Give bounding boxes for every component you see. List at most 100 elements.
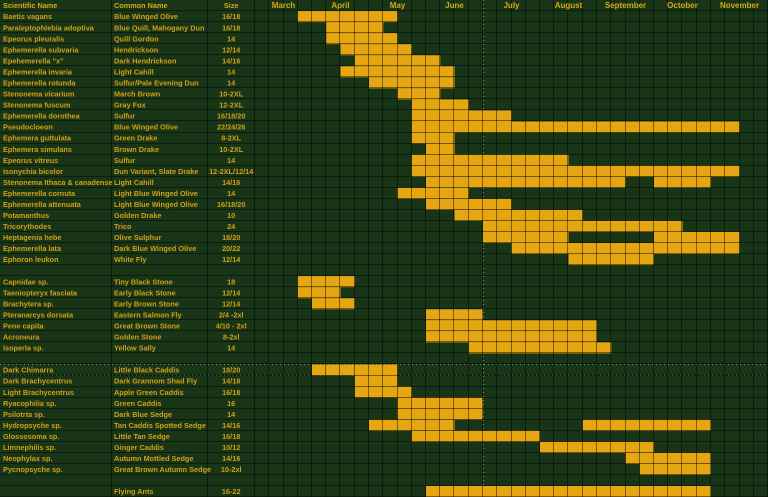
svg-text:Brachytera sp.: Brachytera sp. [3,299,54,308]
svg-text:Dark Blue Sedge: Dark Blue Sedge [114,410,172,419]
svg-text:Great Brown Autumn Sedge: Great Brown Autumn Sedge [114,465,211,474]
svg-text:Ephemerella rotunda: Ephemerella rotunda [3,79,77,88]
svg-text:16/18: 16/18 [222,388,240,397]
svg-text:March: March [272,1,296,10]
svg-text:Ephemera guttulata: Ephemera guttulata [3,134,72,143]
svg-text:Tricorythodes: Tricorythodes [3,222,51,231]
svg-text:Trico: Trico [114,222,132,231]
svg-text:Pene capita: Pene capita [3,322,44,331]
svg-text:Baetis vagans: Baetis vagans [3,12,52,21]
svg-text:Limnephilis sp.: Limnephilis sp. [3,443,56,452]
svg-text:Quill Gordon: Quill Gordon [114,34,159,43]
svg-text:10-2XL: 10-2XL [219,90,243,99]
svg-text:Ephemera simulans: Ephemera simulans [3,145,72,154]
svg-text:16/18: 16/18 [222,23,240,32]
svg-text:Dark Chimarra: Dark Chimarra [3,366,54,375]
svg-text:Golden Stone: Golden Stone [114,333,161,342]
svg-text:10: 10 [227,211,235,220]
svg-text:Blue Winged Olive: Blue Winged Olive [114,12,178,21]
svg-text:12/14: 12/14 [222,45,241,54]
svg-text:White Fly: White Fly [114,255,147,264]
svg-text:14: 14 [227,189,236,198]
svg-text:Yellow Sally: Yellow Sally [114,344,157,353]
svg-text:18/20: 18/20 [222,366,240,375]
svg-text:Pseudocloeon: Pseudocloeon [3,123,53,132]
svg-text:14/18: 14/18 [222,377,240,386]
svg-text:Stenonema vicarium: Stenonema vicarium [3,90,75,99]
svg-text:Acroneura: Acroneura [3,333,40,342]
svg-text:12/14: 12/14 [222,288,241,297]
svg-text:Autumn Mottled Sedge: Autumn Mottled Sedge [114,454,193,463]
svg-text:Olive Sulphur: Olive Sulphur [114,233,162,242]
svg-text:12-2XL: 12-2XL [219,101,243,110]
svg-text:Green Drake: Green Drake [114,134,157,143]
svg-text:Brown Drake: Brown Drake [114,145,159,154]
svg-text:Golden Drake: Golden Drake [114,211,161,220]
svg-text:14/16: 14/16 [222,454,240,463]
svg-text:14: 14 [227,68,236,77]
svg-text:Taeniopteryx fasciata: Taeniopteryx fasciata [3,288,78,297]
svg-text:Blue Winged Olive: Blue Winged Olive [114,123,178,132]
svg-text:Tiny Black Stone: Tiny Black Stone [114,277,173,286]
svg-text:Isonychia bicolor: Isonychia bicolor [3,167,63,176]
svg-text:Isoperla sp.: Isoperla sp. [3,344,44,353]
svg-text:16/18: 16/18 [222,12,240,21]
svg-text:September: September [605,1,646,10]
svg-text:Ginger Caddis: Ginger Caddis [114,443,164,452]
svg-text:Capnidae sp.: Capnidae sp. [3,277,48,286]
svg-text:Apple Green Caddis: Apple Green Caddis [114,388,184,397]
svg-text:Sulfur/Pale Evening Dun: Sulfur/Pale Evening Dun [114,79,199,88]
svg-text:Early Brown Stone: Early Brown Stone [114,299,179,308]
svg-text:Neophylax sp.: Neophylax sp. [3,454,52,463]
svg-text:8-2XL: 8-2XL [221,134,241,143]
svg-text:Ephemerella lata: Ephemerella lata [3,244,62,253]
svg-text:Psilotrta sp.: Psilotrta sp. [3,410,45,419]
svg-text:24: 24 [227,222,236,231]
svg-text:Light Blue Winged Olive: Light Blue Winged Olive [114,189,198,198]
svg-text:Potamanthus: Potamanthus [3,211,49,220]
svg-text:14/16: 14/16 [222,56,240,65]
svg-text:Heptagenia hebe: Heptagenia hebe [3,233,61,242]
svg-text:Stenonema fuscum: Stenonema fuscum [3,101,71,110]
svg-text:Little Tan Sedge: Little Tan Sedge [114,432,170,441]
svg-text:4/10 - 2xl: 4/10 - 2xl [216,322,247,331]
svg-text:Early Black Stone: Early Black Stone [114,288,176,297]
svg-text:16-22: 16-22 [222,487,241,496]
svg-text:Dark Hendrickson: Dark Hendrickson [114,56,176,65]
svg-text:Little Black Caddis: Little Black Caddis [114,366,179,375]
svg-text:November: November [720,1,759,10]
svg-text:Dark Brachycentrus: Dark Brachycentrus [3,377,72,386]
svg-text:October: October [667,1,698,10]
svg-text:Epeorus pleuralis: Epeorus pleuralis [3,34,64,43]
svg-text:April: April [331,1,349,10]
svg-text:March Brown: March Brown [114,90,160,99]
svg-text:Dark Blue Winged Olive: Dark Blue Winged Olive [114,244,196,253]
svg-text:Ephemerella cornuta: Ephemerella cornuta [3,189,76,198]
svg-text:Hydropsyche sp.: Hydropsyche sp. [3,421,62,430]
svg-text:16: 16 [227,399,235,408]
svg-text:14: 14 [227,344,236,353]
svg-text:10-2xl: 10-2xl [221,465,242,474]
svg-text:Scientific Name: Scientific Name [3,1,57,10]
svg-text:Gray Fox: Gray Fox [114,101,146,110]
svg-text:14: 14 [227,79,236,88]
svg-text:Tan Caddis Spotted Sedge: Tan Caddis Spotted Sedge [114,421,206,430]
svg-text:14/16: 14/16 [222,421,240,430]
svg-text:18/20: 18/20 [222,233,240,242]
svg-text:20/22: 20/22 [222,244,240,253]
svg-text:12/14: 12/14 [222,255,241,264]
svg-text:June: June [445,1,464,10]
svg-text:Epehemerella "x": Epehemerella "x" [3,56,63,65]
svg-text:14/16: 14/16 [222,178,240,187]
svg-text:12/14: 12/14 [222,299,241,308]
svg-text:16/18/20: 16/18/20 [217,112,245,121]
svg-text:8-2xl: 8-2xl [223,333,240,342]
svg-text:Glossosoma sp.: Glossosoma sp. [3,432,59,441]
svg-text:Common Name: Common Name [114,1,168,10]
svg-text:Flying Ants: Flying Ants [114,487,153,496]
svg-text:Sulfur: Sulfur [114,156,135,165]
svg-text:Pycnopsyche sp.: Pycnopsyche sp. [3,465,63,474]
svg-text:10-2XL: 10-2XL [219,145,243,154]
svg-text:16/18/20: 16/18/20 [217,200,245,209]
svg-text:22/24/26: 22/24/26 [217,123,245,132]
